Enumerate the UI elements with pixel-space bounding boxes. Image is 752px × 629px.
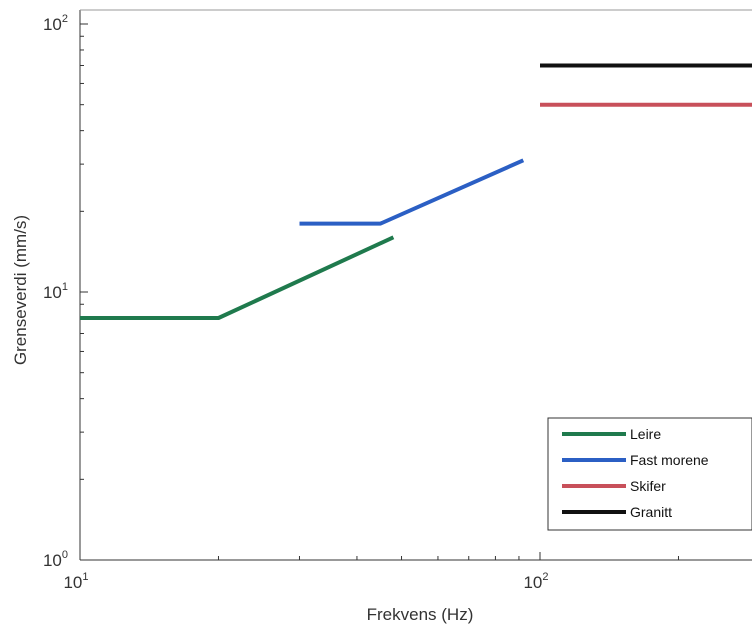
y-tick-label: 100 — [43, 549, 68, 570]
legend-label: Granitt — [630, 504, 672, 520]
x-tick-label: 102 — [523, 571, 548, 592]
legend-label: Leire — [630, 426, 661, 442]
y-tick-label: 101 — [43, 281, 68, 302]
x-tick-label: 101 — [63, 571, 88, 592]
y-axis-title: Grenseverdi (mm/s) — [11, 215, 30, 365]
series-line-fast-morene — [299, 158, 525, 226]
series-line-leire — [80, 235, 395, 320]
series-lines — [80, 63, 752, 320]
x-axis-title: Frekvens (Hz) — [367, 605, 474, 624]
legend-label: Skifer — [630, 478, 666, 494]
y-tick-label: 102 — [43, 13, 68, 34]
legend-label: Fast morene — [630, 452, 709, 468]
legend: Leire Fast morene Skifer Granitt — [547, 417, 752, 531]
